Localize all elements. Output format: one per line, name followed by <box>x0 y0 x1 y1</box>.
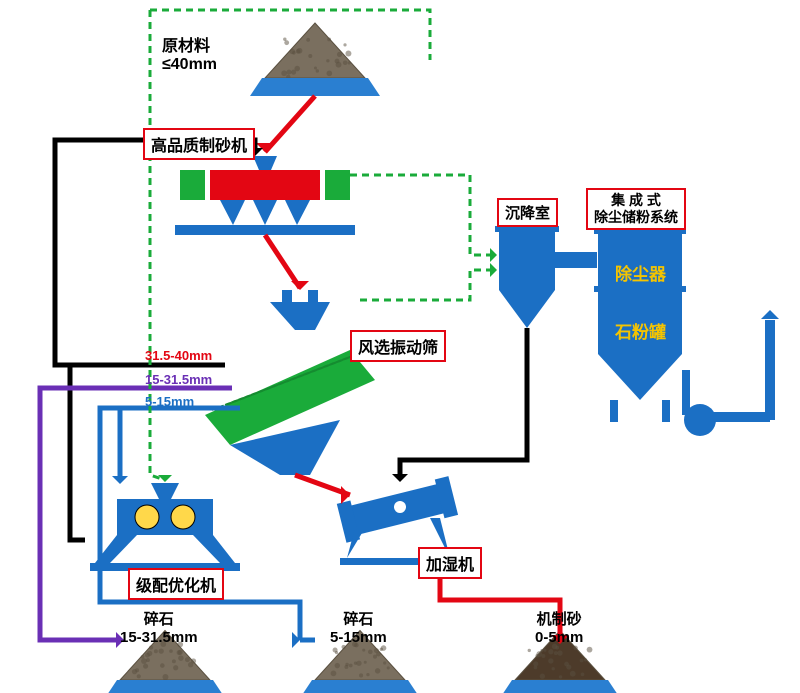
screen-label: 风选振动筛 <box>350 330 446 362</box>
out-gravel-b-label: 碎石 5-15mm <box>330 608 387 646</box>
out-gravel-a-label: 碎石 15-31.5mm <box>120 608 198 646</box>
size-315-40-label: 31.5-40mm <box>145 348 212 363</box>
powder-tank-text: 石粉罐 <box>615 318 666 343</box>
size-15-315-label: 15-31.5mm <box>145 372 212 387</box>
settling-label: 沉降室 <box>497 198 558 227</box>
dust-remover-text: 除尘器 <box>615 260 666 285</box>
raw-material-label: 原材料 ≤40mm <box>162 32 217 74</box>
sand-maker-label: 高品质制砂机 <box>143 128 255 160</box>
optimizer-label: 级配优化机 <box>128 568 224 600</box>
out-sand-label: 机制砂 0-5mm <box>535 608 583 646</box>
humidifier-label: 加湿机 <box>418 547 482 579</box>
size-5-15-label: 5-15mm <box>145 394 194 409</box>
dust-system-label: 集 成 式 除尘储粉系统 <box>586 188 686 230</box>
